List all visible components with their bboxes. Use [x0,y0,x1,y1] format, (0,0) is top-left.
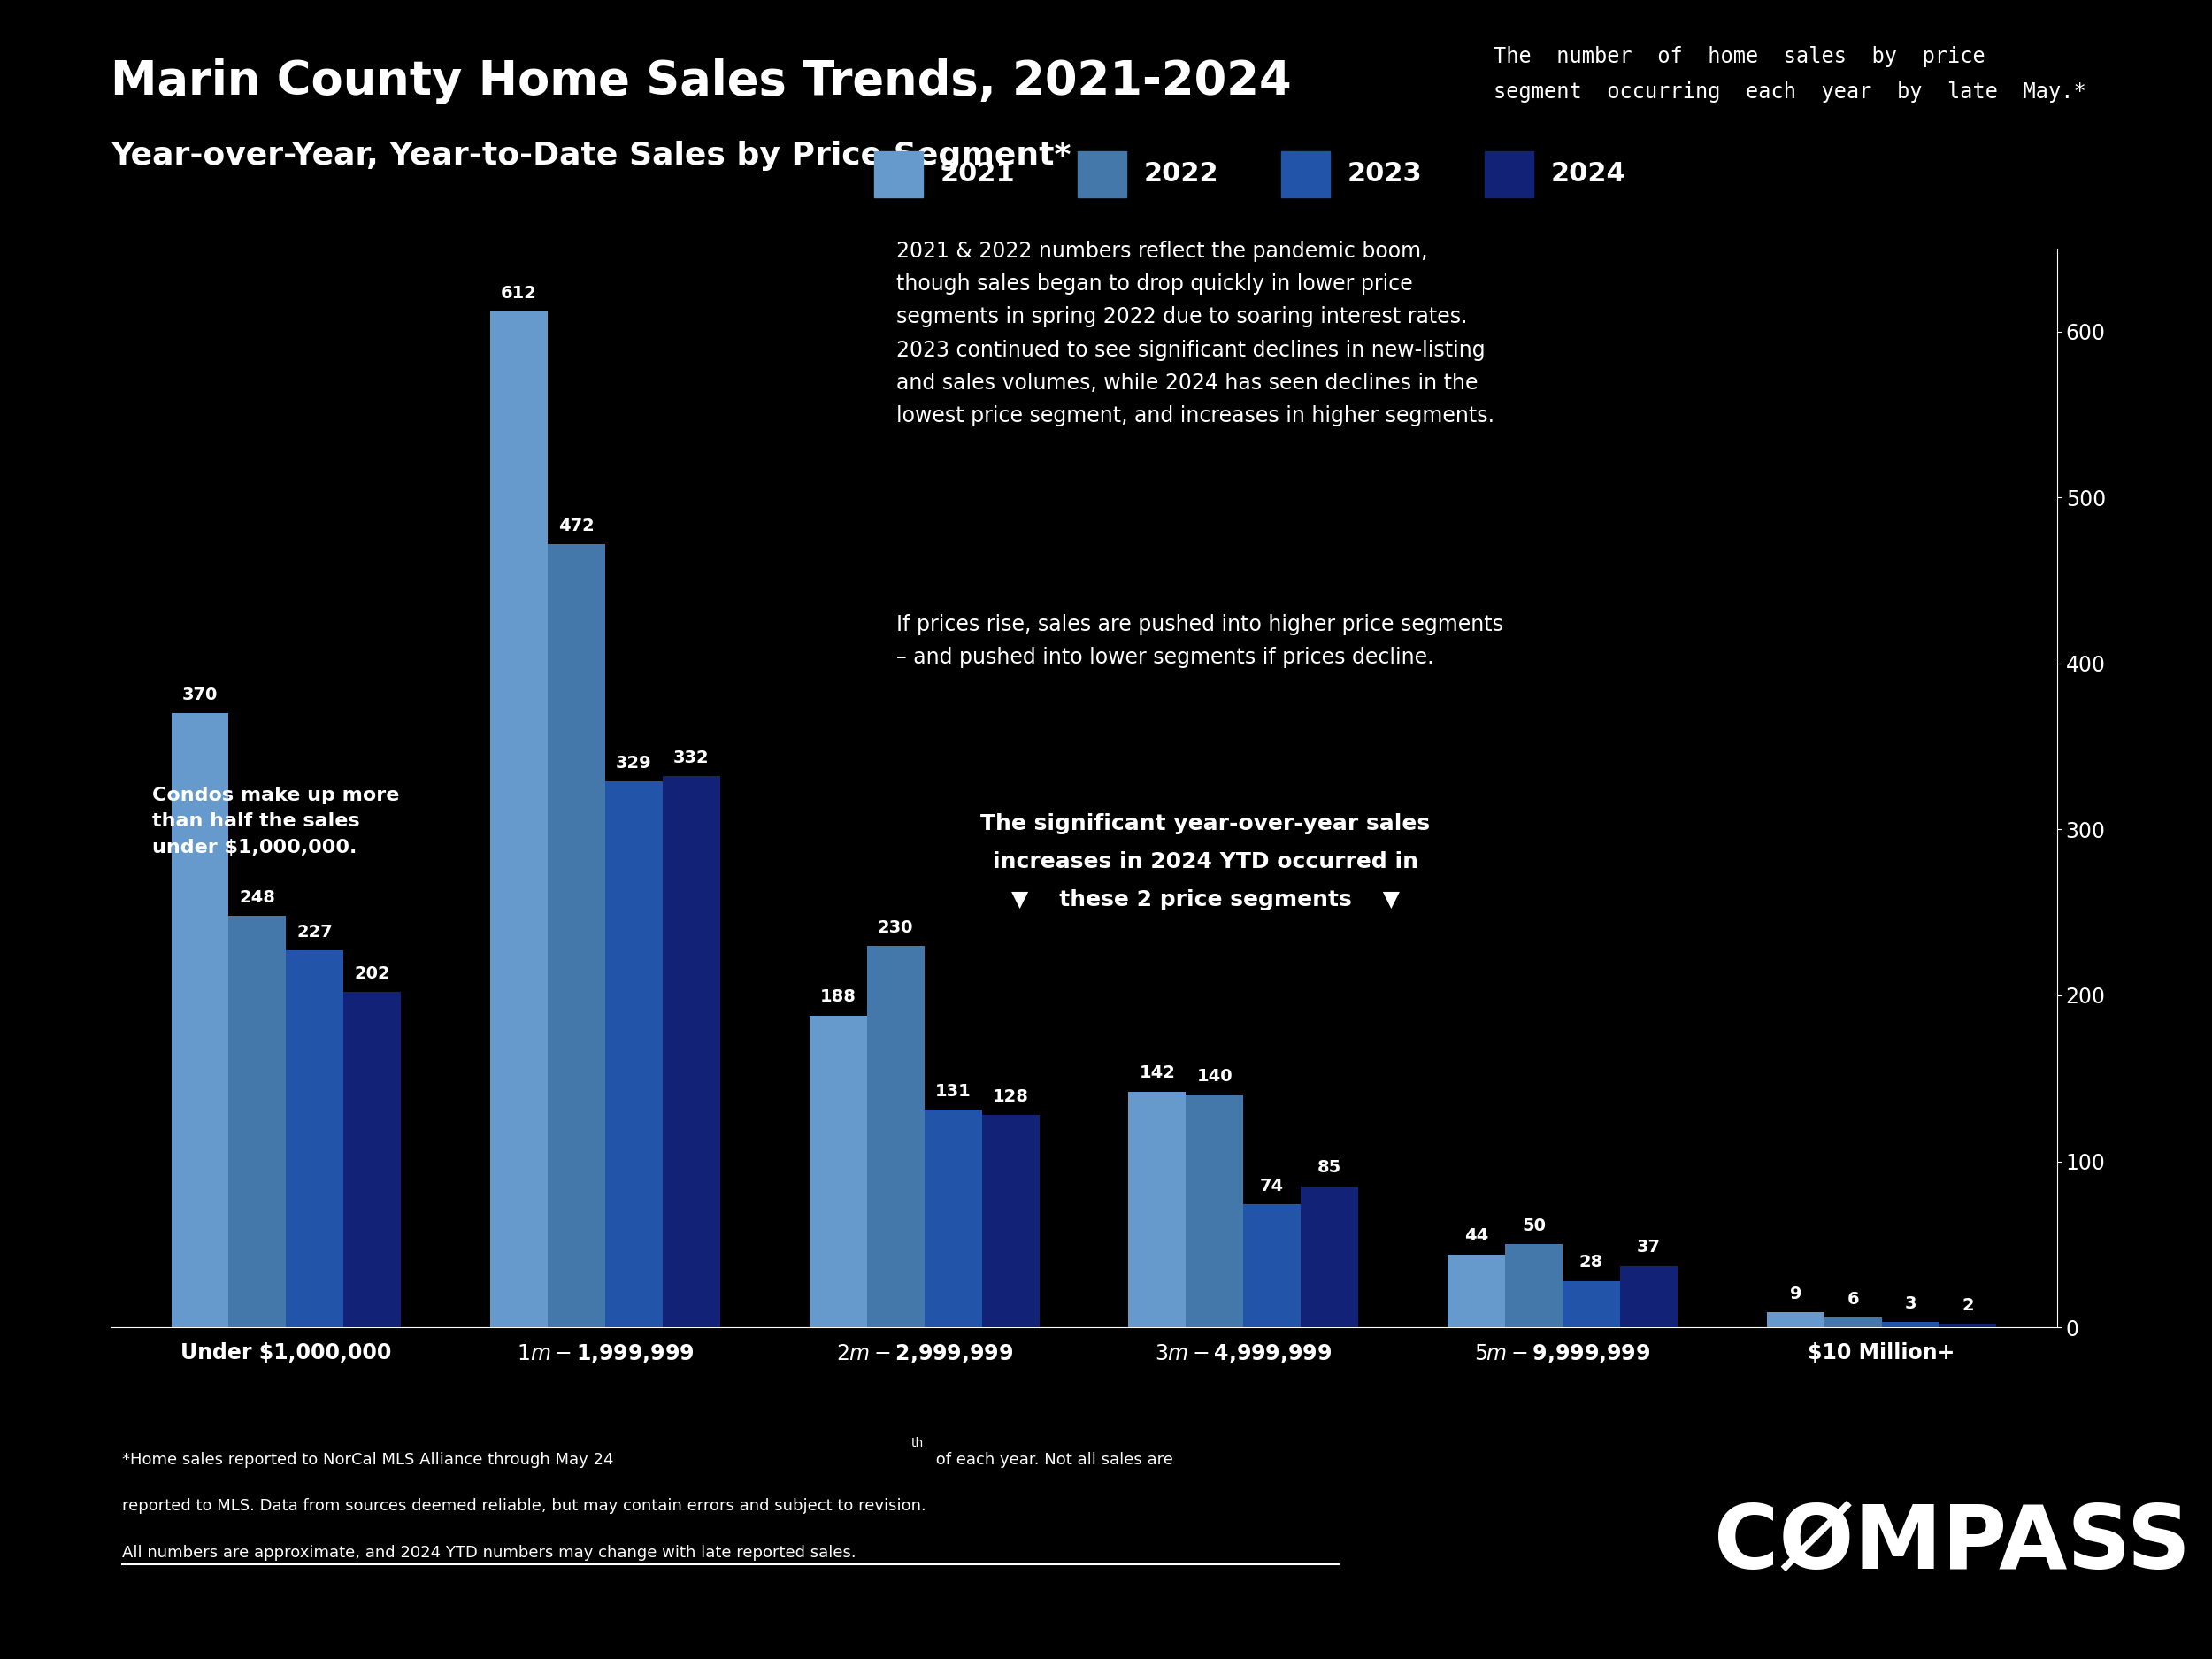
Text: 612: 612 [500,285,538,302]
Text: 9: 9 [1790,1286,1801,1302]
Bar [810,1015,867,1327]
Bar [1882,1322,1940,1327]
Bar [170,713,228,1327]
Bar [867,946,925,1327]
Bar [982,1115,1040,1327]
Text: 140: 140 [1197,1068,1232,1085]
Text: 227: 227 [296,924,332,941]
Text: 131: 131 [936,1083,971,1100]
Text: 50: 50 [1522,1218,1546,1234]
Text: 44: 44 [1464,1228,1489,1244]
Text: 2022: 2022 [1144,161,1219,187]
Text: 85: 85 [1318,1160,1343,1176]
Text: 202: 202 [354,966,389,982]
Text: The  number  of  home  sales  by  price
segment  occurring  each  year  by  late: The number of home sales by price segmen… [1493,46,2086,103]
Text: The significant year-over-year sales
increases in 2024 YTD occurred in
▼    thes: The significant year-over-year sales inc… [980,813,1431,911]
Text: 2021: 2021 [940,161,1015,187]
Bar [606,781,664,1327]
Text: th: th [911,1437,922,1448]
Text: 6: 6 [1847,1291,1858,1307]
Text: 74: 74 [1261,1178,1285,1194]
Text: 370: 370 [181,687,217,703]
Text: 332: 332 [672,750,710,766]
Text: 28: 28 [1579,1254,1604,1271]
Text: Marin County Home Sales Trends, 2021-2024: Marin County Home Sales Trends, 2021-202… [111,58,1292,105]
Text: 230: 230 [878,919,914,936]
Text: Year-over-Year, Year-to-Date Sales by Price Segment*: Year-over-Year, Year-to-Date Sales by Pr… [111,141,1071,171]
Text: 142: 142 [1139,1065,1175,1082]
Text: 128: 128 [993,1088,1029,1105]
Text: 248: 248 [239,889,276,906]
Bar [1128,1092,1186,1327]
Bar [285,951,343,1327]
Bar [343,992,400,1327]
Bar [1504,1244,1562,1327]
Text: 188: 188 [821,989,856,1005]
Bar [664,776,721,1327]
Text: 329: 329 [615,755,653,771]
Bar [1767,1312,1825,1327]
Text: Condos make up more
than half the sales
under $1,000,000.: Condos make up more than half the sales … [153,786,400,856]
Bar [549,544,606,1327]
Text: 3: 3 [1905,1296,1916,1312]
Bar [1186,1095,1243,1327]
Bar [1447,1254,1504,1327]
Text: If prices rise, sales are pushed into higher price segments
– and pushed into lo: If prices rise, sales are pushed into hi… [896,614,1502,669]
Bar [925,1110,982,1327]
Text: 2: 2 [1962,1297,1973,1314]
Bar [1619,1266,1677,1327]
Text: 472: 472 [557,518,595,534]
Bar [491,312,549,1327]
Text: 37: 37 [1637,1239,1661,1256]
Bar [228,916,285,1327]
Text: CØMPASS: CØMPASS [1714,1501,2192,1588]
Bar [1243,1204,1301,1327]
Text: of each year. Not all sales are: of each year. Not all sales are [931,1452,1172,1468]
Text: All numbers are approximate, and 2024 YTD numbers may change with late reported : All numbers are approximate, and 2024 YT… [122,1545,856,1561]
Text: 2024: 2024 [1551,161,1626,187]
Text: reported to MLS. Data from sources deemed reliable, but may contain errors and s: reported to MLS. Data from sources deeme… [122,1498,927,1515]
Bar [1301,1186,1358,1327]
Text: 2023: 2023 [1347,161,1422,187]
Bar [1940,1324,1997,1327]
Text: *Home sales reported to NorCal MLS Alliance through May 24: *Home sales reported to NorCal MLS Allia… [122,1452,613,1468]
Bar [1825,1317,1882,1327]
Text: 2021 & 2022 numbers reflect the pandemic boom,
though sales began to drop quickl: 2021 & 2022 numbers reflect the pandemic… [896,241,1493,426]
Bar [1562,1281,1619,1327]
